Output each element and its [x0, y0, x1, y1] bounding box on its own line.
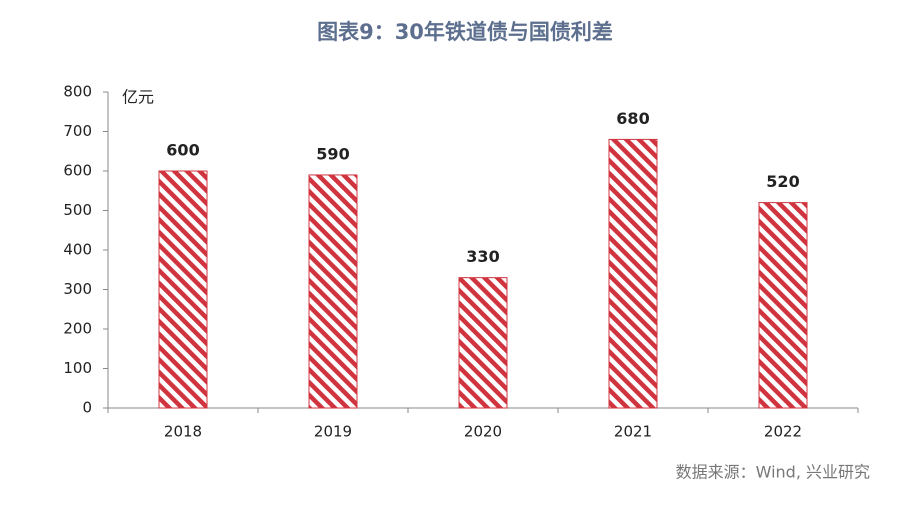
- data-label: 600: [166, 141, 199, 160]
- data-label: 330: [466, 247, 499, 266]
- y-tick-label: 600: [63, 162, 92, 180]
- y-tick-label: 800: [63, 83, 92, 101]
- x-tick-label: 2020: [464, 423, 502, 441]
- y-tick-label: 100: [63, 359, 92, 377]
- source-note: 数据来源：Wind, 兴业研究: [676, 463, 870, 482]
- bar: [758, 202, 808, 409]
- bar: [458, 277, 508, 409]
- data-label: 680: [616, 109, 649, 128]
- y-tick-label: 500: [63, 201, 92, 219]
- unit-label: 亿元: [122, 88, 154, 107]
- x-tick-label: 2021: [614, 423, 652, 441]
- bar: [158, 170, 208, 409]
- y-tick-label: 400: [63, 241, 92, 259]
- x-tick-label: 2019: [314, 423, 352, 441]
- bar: [608, 138, 658, 409]
- y-tick-label: 0: [82, 399, 92, 417]
- chart-title: 图表9：30年铁道债与国债利差: [317, 20, 613, 44]
- y-tick-label: 300: [63, 280, 92, 298]
- y-tick-label: 700: [63, 122, 92, 140]
- y-tick-label: 200: [63, 320, 92, 338]
- data-label: 520: [766, 172, 799, 191]
- x-tick-label: 2022: [764, 423, 802, 441]
- bar: [308, 174, 358, 409]
- x-tick-label: 2018: [164, 423, 202, 441]
- data-label: 590: [316, 144, 349, 163]
